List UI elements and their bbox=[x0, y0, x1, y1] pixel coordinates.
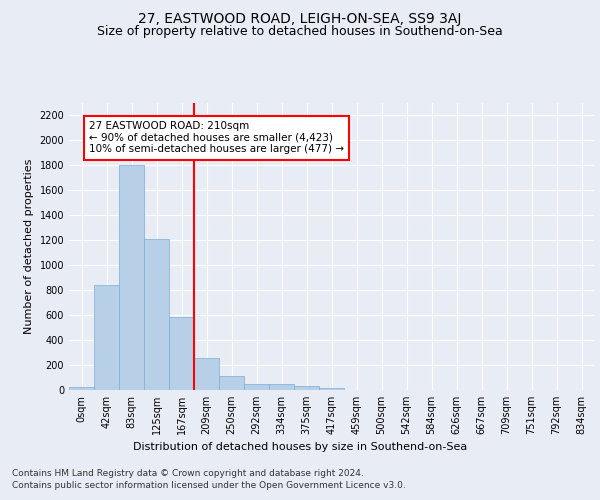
Bar bbox=[294, 386, 319, 390]
Bar bbox=[319, 388, 344, 390]
Bar bbox=[244, 384, 269, 390]
Text: Contains public sector information licensed under the Open Government Licence v3: Contains public sector information licen… bbox=[12, 481, 406, 490]
Bar bbox=[169, 317, 194, 390]
Y-axis label: Number of detached properties: Number of detached properties bbox=[24, 158, 34, 334]
Bar bbox=[94, 285, 119, 390]
Bar bbox=[219, 376, 244, 390]
Bar bbox=[269, 384, 294, 390]
Bar bbox=[119, 165, 144, 390]
Bar bbox=[194, 358, 219, 390]
Bar bbox=[69, 387, 94, 390]
Text: 27 EASTWOOD ROAD: 210sqm
← 90% of detached houses are smaller (4,423)
10% of sem: 27 EASTWOOD ROAD: 210sqm ← 90% of detach… bbox=[89, 122, 344, 154]
Text: 27, EASTWOOD ROAD, LEIGH-ON-SEA, SS9 3AJ: 27, EASTWOOD ROAD, LEIGH-ON-SEA, SS9 3AJ bbox=[139, 12, 461, 26]
Text: Distribution of detached houses by size in Southend-on-Sea: Distribution of detached houses by size … bbox=[133, 442, 467, 452]
Bar bbox=[144, 239, 169, 390]
Text: Contains HM Land Registry data © Crown copyright and database right 2024.: Contains HM Land Registry data © Crown c… bbox=[12, 469, 364, 478]
Text: Size of property relative to detached houses in Southend-on-Sea: Size of property relative to detached ho… bbox=[97, 25, 503, 38]
